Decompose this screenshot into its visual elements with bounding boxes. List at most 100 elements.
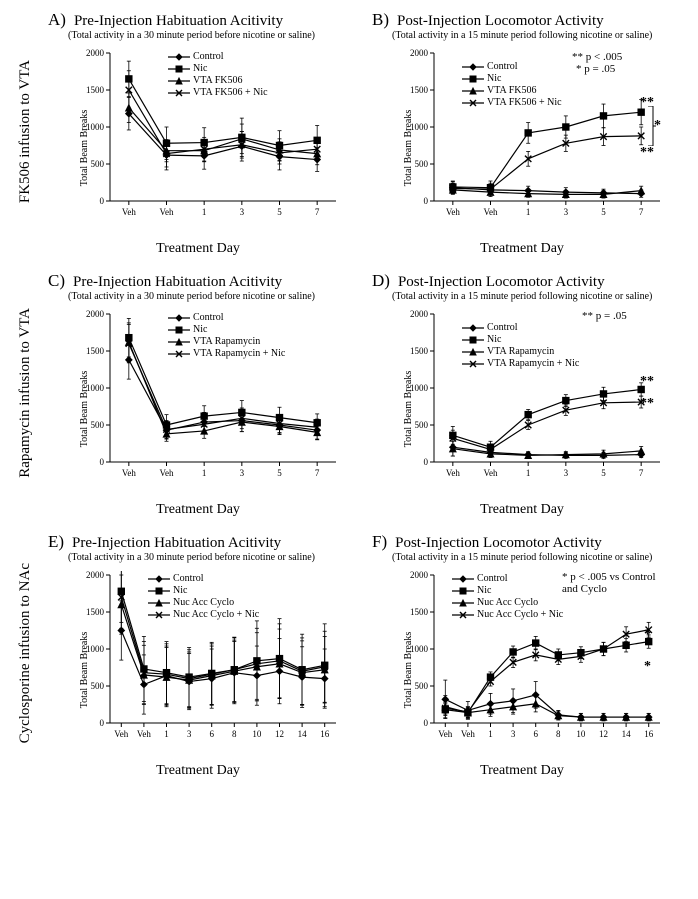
panel-letter: C)	[48, 271, 65, 291]
panel-subtitle: (Total activity in a 30 minute period be…	[68, 552, 364, 563]
legend: ControlNicNuc Acc CycloNuc Acc Cyclo + N…	[452, 573, 563, 621]
svg-text:500: 500	[415, 159, 429, 169]
svg-text:0: 0	[424, 718, 429, 728]
svg-text:8: 8	[556, 729, 561, 739]
svg-text:2000: 2000	[86, 49, 105, 58]
svg-text:Veh: Veh	[137, 729, 151, 739]
legend-label: VTA Rapamycin	[487, 346, 554, 358]
svg-text:Veh: Veh	[114, 729, 128, 739]
legend-item: Control	[452, 573, 563, 585]
svg-text:1500: 1500	[410, 607, 429, 617]
svg-text:14: 14	[622, 729, 632, 739]
svg-text:10: 10	[252, 729, 262, 739]
x-axis-label: Treatment Day	[480, 502, 564, 518]
significance-note: ** p < .005	[572, 51, 622, 63]
legend-label: Control	[487, 61, 518, 73]
significance-note: * p = .05	[576, 63, 615, 75]
significance-note: * p < .005 vs Control	[562, 571, 656, 583]
svg-text:1500: 1500	[410, 85, 429, 95]
svg-text:0: 0	[424, 457, 429, 467]
svg-text:500: 500	[91, 681, 105, 691]
svg-text:12: 12	[599, 729, 608, 739]
svg-text:1: 1	[164, 729, 169, 739]
panel-subtitle: (Total activity in a 15 minute period fo…	[392, 291, 688, 302]
legend-label: VTA Rapamycin + Nic	[193, 348, 285, 360]
legend-label: Nuc Acc Cyclo + Nic	[173, 609, 259, 621]
legend-item: Nic	[168, 63, 268, 75]
significance-mark: **	[640, 374, 654, 390]
legend-item: VTA Rapamycin + Nic	[168, 348, 285, 360]
legend-label: Control	[487, 322, 518, 334]
row-label-fk506: FK506 infusion to VTA	[17, 60, 34, 203]
y-axis-label: Total Beam Breaks	[79, 371, 90, 448]
legend: ControlNicVTA RapamycinVTA Rapamycin + N…	[462, 322, 579, 370]
legend-label: Control	[193, 51, 224, 63]
chart-area-A: 0500100015002000VehVeh1357Total Beam Bre…	[48, 43, 348, 253]
svg-text:1: 1	[526, 207, 531, 217]
panel-E: E) Pre-Injection Habituation Acitivity (…	[48, 532, 364, 775]
panel-D: D) Post-Injection Locomotor Activity (To…	[372, 271, 688, 514]
svg-text:7: 7	[315, 207, 320, 217]
panel-title: Post-Injection Locomotor Activity	[397, 13, 604, 30]
chart-area-D: 0500100015002000VehVeh1357Total Beam Bre…	[372, 304, 672, 514]
x-axis-label: Treatment Day	[156, 502, 240, 518]
svg-text:Veh: Veh	[461, 729, 475, 739]
legend-item: Nuc Acc Cyclo	[148, 597, 259, 609]
svg-text:16: 16	[644, 729, 654, 739]
legend-label: VTA FK506 + Nic	[193, 87, 268, 99]
legend-item: VTA FK506 + Nic	[462, 97, 562, 109]
legend-label: Control	[477, 573, 508, 585]
legend-label: Nic	[193, 63, 207, 75]
x-axis-label: Treatment Day	[156, 241, 240, 257]
svg-text:1: 1	[202, 207, 207, 217]
legend-item: Nic	[148, 585, 259, 597]
panel-title: Pre-Injection Habituation Acitivity	[74, 13, 283, 30]
y-axis-label: Total Beam Breaks	[403, 632, 414, 709]
svg-text:1500: 1500	[410, 346, 429, 356]
svg-text:1: 1	[488, 729, 493, 739]
svg-text:0: 0	[100, 457, 105, 467]
legend-label: Nic	[173, 585, 187, 597]
y-axis-label: Total Beam Breaks	[403, 371, 414, 448]
chart-area-F: 0500100015002000VehVeh136810121416Total …	[372, 565, 672, 775]
legend-label: Nic	[487, 73, 501, 85]
panel-title: Pre-Injection Habituation Acitivity	[72, 535, 281, 552]
legend-label: VTA Rapamycin + Nic	[487, 358, 579, 370]
legend: ControlNicVTA RapamycinVTA Rapamycin + N…	[168, 312, 285, 360]
legend-item: VTA FK506 + Nic	[168, 87, 268, 99]
svg-text:Veh: Veh	[160, 207, 174, 217]
legend-item: Nuc Acc Cyclo + Nic	[452, 609, 563, 621]
legend-item: Control	[168, 312, 285, 324]
legend: ControlNicVTA FK506VTA FK506 + Nic	[462, 61, 562, 109]
significance-mark: *	[644, 627, 651, 643]
panel-title: Pre-Injection Habituation Acitivity	[73, 274, 282, 291]
panel-A: A) Pre-Injection Habituation Acitivity (…	[48, 10, 364, 253]
svg-text:7: 7	[639, 468, 644, 478]
svg-text:10: 10	[576, 729, 586, 739]
legend-item: Nuc Acc Cyclo	[452, 597, 563, 609]
svg-text:5: 5	[601, 207, 606, 217]
panel-letter: D)	[372, 271, 390, 291]
svg-text:3: 3	[240, 468, 245, 478]
significance-mark: *	[644, 659, 651, 675]
legend-label: VTA Rapamycin	[193, 336, 260, 348]
svg-text:3: 3	[511, 729, 516, 739]
svg-text:1500: 1500	[86, 346, 105, 356]
svg-text:500: 500	[415, 420, 429, 430]
svg-text:1500: 1500	[86, 85, 105, 95]
legend-item: Control	[462, 61, 562, 73]
x-axis-label: Treatment Day	[156, 763, 240, 779]
svg-text:Veh: Veh	[122, 468, 136, 478]
svg-text:1500: 1500	[86, 607, 105, 617]
svg-text:500: 500	[91, 420, 105, 430]
y-axis-label: Total Beam Breaks	[79, 632, 90, 709]
significance-note: and Cyclo	[562, 583, 607, 595]
panel-subtitle: (Total activity in a 15 minute period fo…	[392, 30, 688, 41]
svg-text:3: 3	[564, 207, 569, 217]
svg-text:5: 5	[277, 468, 282, 478]
svg-text:6: 6	[209, 729, 214, 739]
significance-mark: **	[640, 396, 654, 412]
panel-F: F) Post-Injection Locomotor Activity (To…	[372, 532, 688, 775]
svg-text:2000: 2000	[410, 571, 429, 580]
chart-area-B: 0500100015002000VehVeh1357Total Beam Bre…	[372, 43, 672, 253]
